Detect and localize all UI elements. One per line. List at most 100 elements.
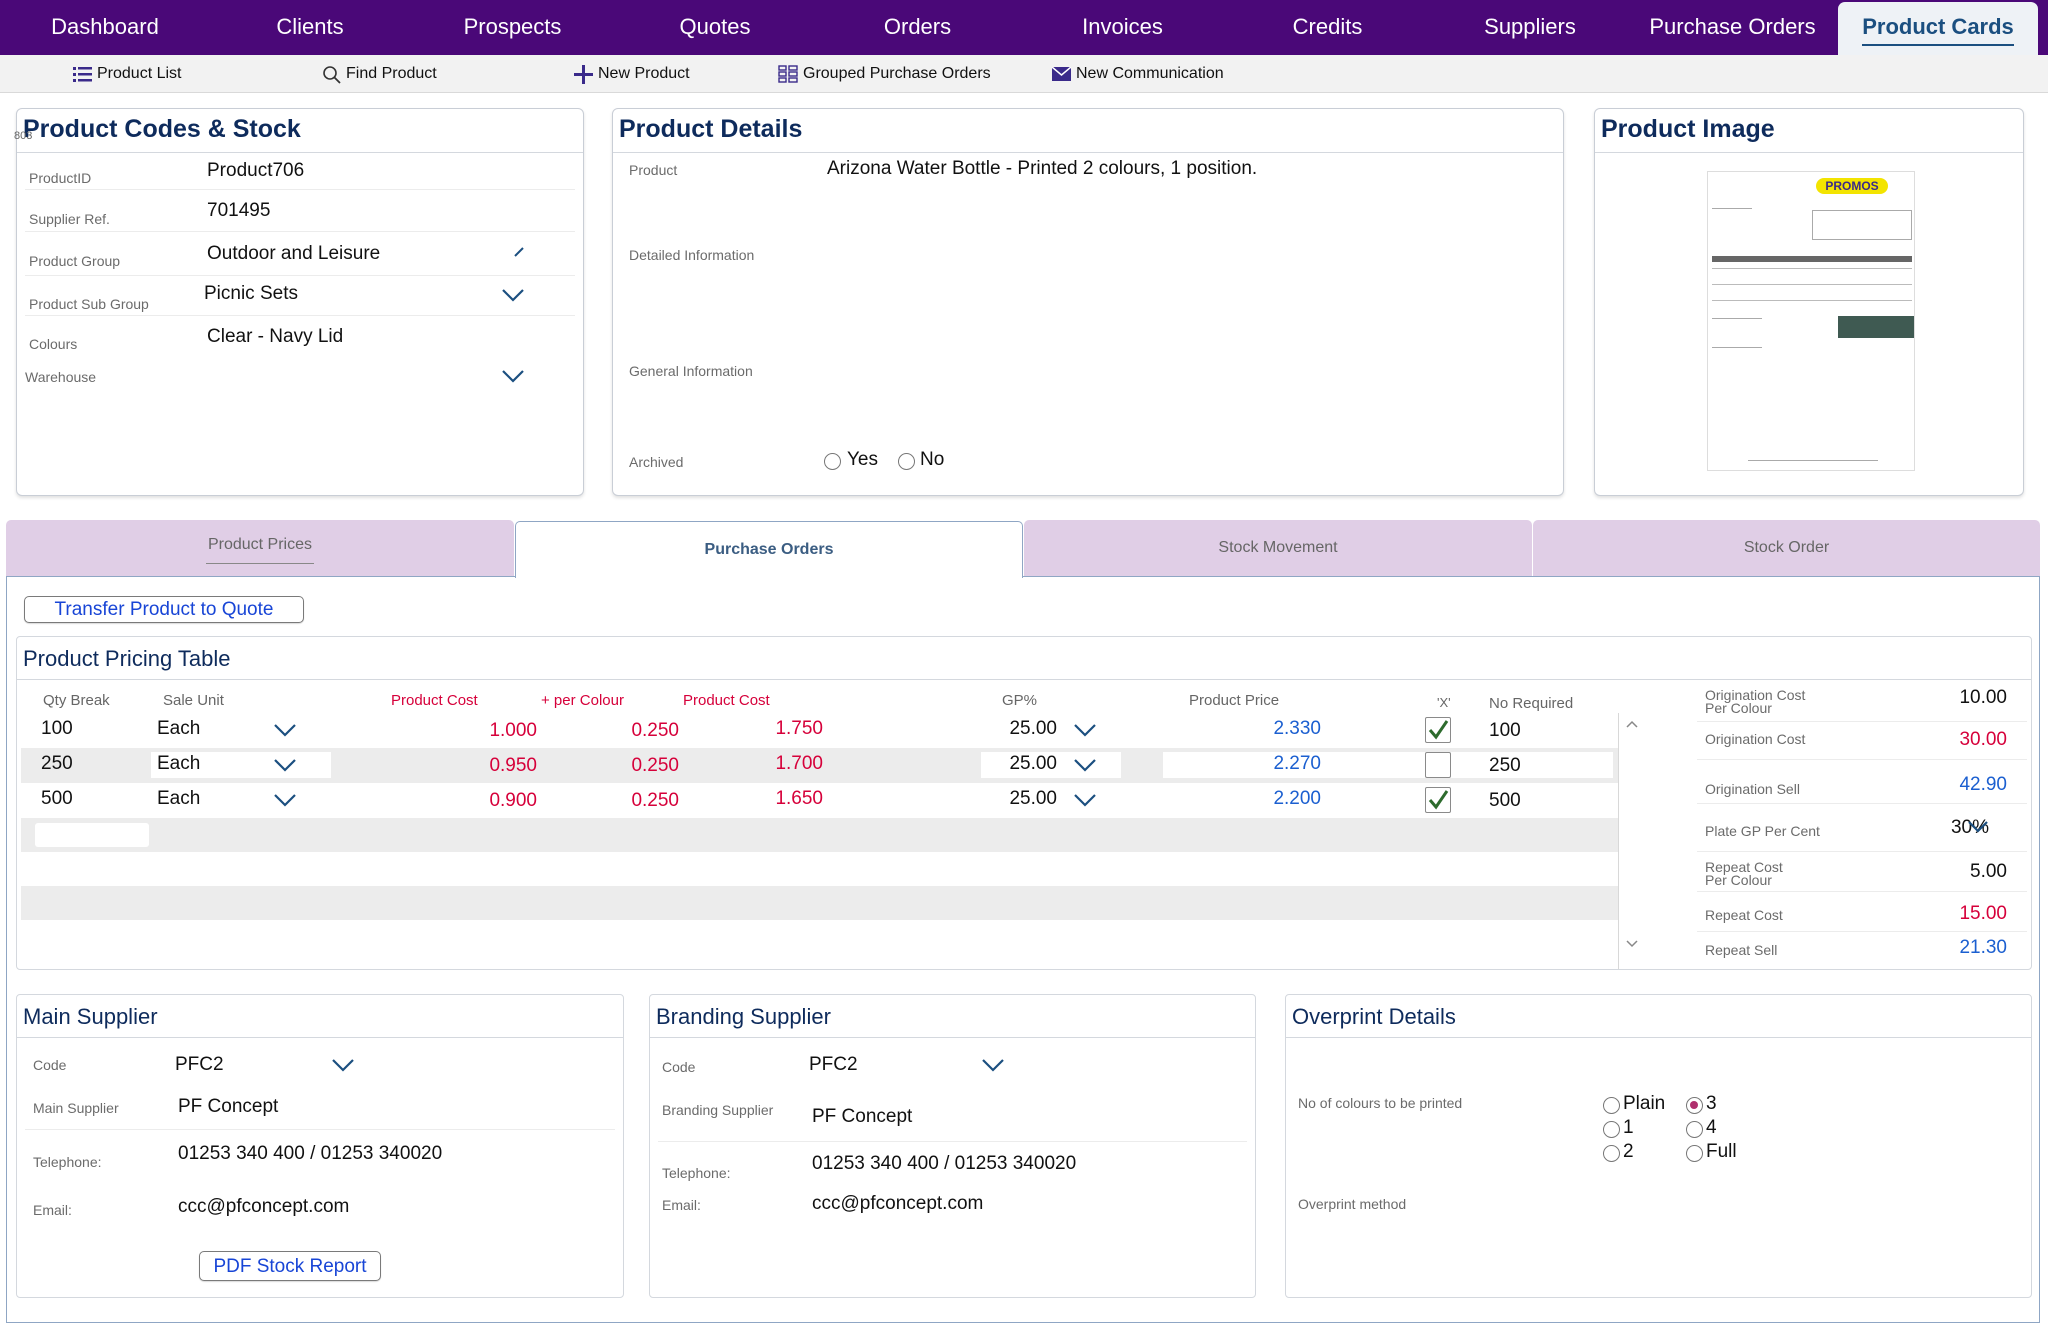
gp-percent-select[interactable]: 25.00: [1009, 753, 1057, 774]
gp-percent-select[interactable]: 25.00: [1009, 718, 1057, 739]
branding-supplier-value[interactable]: PF Concept: [812, 1106, 913, 1127]
image-thumbnail: [1712, 208, 1752, 248]
find-product-button[interactable]: Find Product: [322, 63, 437, 85]
no-required-value[interactable]: 500: [1489, 790, 1521, 811]
chevron-down-icon[interactable]: [1073, 722, 1097, 738]
nav-credits[interactable]: Credits: [1292, 14, 1363, 39]
new-product-button[interactable]: New Product: [574, 63, 690, 85]
branding-telephone-value[interactable]: 01253 340 400 / 01253 340020: [812, 1153, 1077, 1174]
branding-supplier-title: Branding Supplier: [656, 1004, 831, 1029]
product-cost-value[interactable]: 0.950: [489, 755, 537, 776]
include-checkbox[interactable]: [1425, 717, 1451, 743]
product-subgroup-select[interactable]: Picnic Sets: [204, 283, 298, 304]
colours-radio-3[interactable]: [1686, 1097, 1703, 1114]
colours-radio-full[interactable]: [1686, 1145, 1703, 1162]
product-name-value[interactable]: Arizona Water Bottle - Printed 2 colours…: [827, 158, 1258, 179]
tab-stock-movement[interactable]: Stock Movement: [1024, 520, 1532, 576]
branding-code-label: Code: [662, 1059, 696, 1075]
colours-option-label: 3: [1706, 1093, 1717, 1114]
main-code-select[interactable]: PFC2: [175, 1054, 224, 1075]
chevron-up-icon[interactable]: [1625, 719, 1639, 729]
chevron-down-icon[interactable]: [981, 1057, 1005, 1073]
grouped-po-button[interactable]: Grouped Purchase Orders: [778, 63, 991, 85]
chevron-down-icon[interactable]: [331, 1057, 355, 1073]
qty-break-value[interactable]: 250: [41, 753, 73, 774]
sale-unit-select[interactable]: Each: [157, 718, 201, 739]
nav-invoices[interactable]: Invoices: [1082, 14, 1163, 39]
nav-clients[interactable]: Clients: [276, 14, 344, 39]
plate-gp-select[interactable]: 30%: [1950, 817, 1989, 838]
chevron-down-icon[interactable]: [273, 792, 297, 808]
chevron-down-icon[interactable]: [501, 287, 525, 303]
chevron-down-icon[interactable]: [1967, 819, 1989, 835]
edit-icon[interactable]: [512, 245, 526, 259]
main-supplier-panel: Main Supplier Code PFC2 Main Supplier PF…: [16, 994, 624, 1298]
sale-unit-select[interactable]: Each: [157, 788, 201, 809]
nav-quotes[interactable]: Quotes: [679, 14, 751, 39]
colours-radio-plain[interactable]: [1603, 1097, 1620, 1114]
qty-input[interactable]: [35, 823, 149, 847]
chevron-down-icon[interactable]: [1073, 757, 1097, 773]
nav-purchase-orders[interactable]: Purchase Orders: [1649, 14, 1816, 39]
include-checkbox[interactable]: [1425, 752, 1451, 778]
nav-suppliers[interactable]: Suppliers: [1484, 14, 1576, 39]
include-checkbox[interactable]: [1425, 787, 1451, 813]
header-per-colour: + per Colour: [541, 692, 624, 709]
chevron-down-icon[interactable]: [1625, 939, 1639, 949]
no-required-value[interactable]: 250: [1489, 755, 1521, 776]
pdf-stock-report-button[interactable]: PDF Stock Report: [199, 1251, 381, 1281]
per-colour-value[interactable]: 0.250: [631, 755, 679, 776]
product-group-value[interactable]: Outdoor and Leisure: [207, 243, 381, 264]
nav-dashboard[interactable]: Dashboard: [51, 14, 159, 39]
repeat-per-colour-value[interactable]: 5.00: [1970, 861, 2007, 882]
colours-radio-4[interactable]: [1686, 1121, 1703, 1138]
product-image[interactable]: PROMOS: [1707, 171, 1915, 471]
chevron-down-icon[interactable]: [273, 722, 297, 738]
nav-orders[interactable]: Orders: [883, 14, 952, 39]
product-cost-value[interactable]: 0.900: [489, 790, 537, 811]
main-telephone-value[interactable]: 01253 340 400 / 01253 340020: [178, 1143, 443, 1164]
gp-percent-select[interactable]: 25.00: [1009, 788, 1057, 809]
branding-email-value[interactable]: ccc@pfconcept.com: [812, 1193, 984, 1214]
product-cost-value[interactable]: 1.000: [489, 720, 537, 741]
orig-per-colour-value[interactable]: 10.00: [1959, 687, 2007, 708]
chevron-down-icon[interactable]: [273, 757, 297, 773]
main-email-value[interactable]: ccc@pfconcept.com: [178, 1196, 350, 1217]
supplier-ref-label: Supplier Ref.: [29, 211, 110, 227]
transfer-to-quote-button[interactable]: Transfer Product to Quote: [24, 596, 304, 623]
header-gp-percent: GP%: [1002, 692, 1038, 709]
tab-purchase-orders[interactable]: Purchase Orders: [515, 521, 1023, 578]
archived-yes-radio[interactable]: [824, 453, 841, 470]
branding-code-select[interactable]: PFC2: [809, 1054, 858, 1075]
supplier-ref-value[interactable]: 701495: [207, 200, 271, 221]
image-thumbnail: [1712, 256, 1912, 262]
nav-product-cards[interactable]: Product Cards: [1838, 2, 2038, 55]
per-colour-value[interactable]: 0.250: [631, 720, 679, 741]
colours-value[interactable]: Clear - Navy Lid: [207, 326, 344, 347]
divider: [1697, 891, 2027, 892]
product-list-button[interactable]: Product List: [73, 63, 181, 85]
sale-unit-select[interactable]: Each: [157, 753, 201, 774]
colours-radio-2[interactable]: [1603, 1145, 1620, 1162]
chevron-down-icon[interactable]: [1073, 792, 1097, 808]
main-supplier-value[interactable]: PF Concept: [178, 1096, 279, 1117]
new-communication-button[interactable]: New Communication: [1052, 63, 1224, 85]
header-product-price: Product Price: [1189, 692, 1280, 709]
qty-break-value[interactable]: 500: [41, 788, 73, 809]
divider: [1697, 931, 2027, 932]
archived-no-radio[interactable]: [898, 453, 915, 470]
scrollbar[interactable]: [1618, 713, 1619, 969]
plus-icon: [574, 64, 593, 84]
nav-prospects[interactable]: Prospects: [463, 14, 562, 39]
archived-no-label: No: [920, 449, 945, 470]
chevron-down-icon[interactable]: [501, 368, 525, 384]
colours-option-label: 2: [1623, 1141, 1634, 1162]
tab-product-prices[interactable]: Product Prices: [6, 520, 514, 576]
product-id-value[interactable]: Product706: [207, 160, 305, 181]
plate-gp-label: Plate GP Per Cent: [1705, 823, 1820, 839]
colours-radio-1[interactable]: [1603, 1121, 1620, 1138]
tab-stock-order[interactable]: Stock Order: [1533, 520, 2040, 576]
no-required-value[interactable]: 100: [1489, 720, 1521, 741]
per-colour-value[interactable]: 0.250: [631, 790, 679, 811]
qty-break-value[interactable]: 100: [41, 718, 73, 739]
